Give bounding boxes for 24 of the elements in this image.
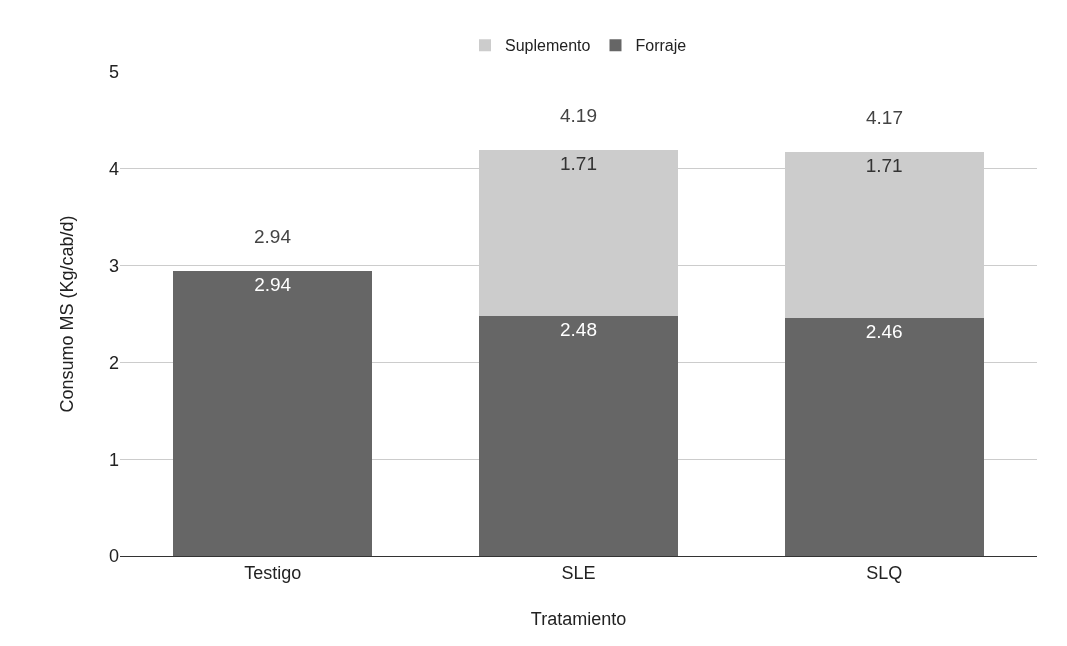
y-tick-label: 2 (108, 352, 119, 373)
data-label: 2.48 (560, 318, 597, 340)
x-tick-label: SLE (561, 562, 596, 583)
bar (173, 271, 373, 556)
x-tick-label: SLQ (866, 562, 903, 583)
total-label: 4.19 (560, 105, 597, 126)
x-axis-title: Tratamiento (530, 608, 627, 629)
total-label: 2.94 (254, 226, 292, 247)
y-tick-label: 3 (108, 255, 119, 276)
y-axis-title: Consumo MS (Kg/cab/d) (57, 215, 78, 413)
y-tick-label: 4 (108, 159, 119, 180)
bar (784, 317, 984, 556)
legend-label: Suplemento (505, 37, 591, 55)
y-tick-label: 5 (108, 62, 119, 83)
total-label: 4.17 (866, 107, 903, 128)
bar (479, 315, 678, 556)
data-label: 1.71 (560, 153, 597, 175)
data-label: 2.94 (254, 274, 292, 296)
data-label: 1.71 (865, 155, 903, 177)
x-tick-label: Testigo (244, 562, 302, 583)
data-label: 2.46 (865, 320, 903, 342)
y-tick-label: 0 (108, 546, 119, 567)
legend-label: Forraje (635, 37, 687, 55)
y-tick-label: 1 (108, 449, 119, 470)
